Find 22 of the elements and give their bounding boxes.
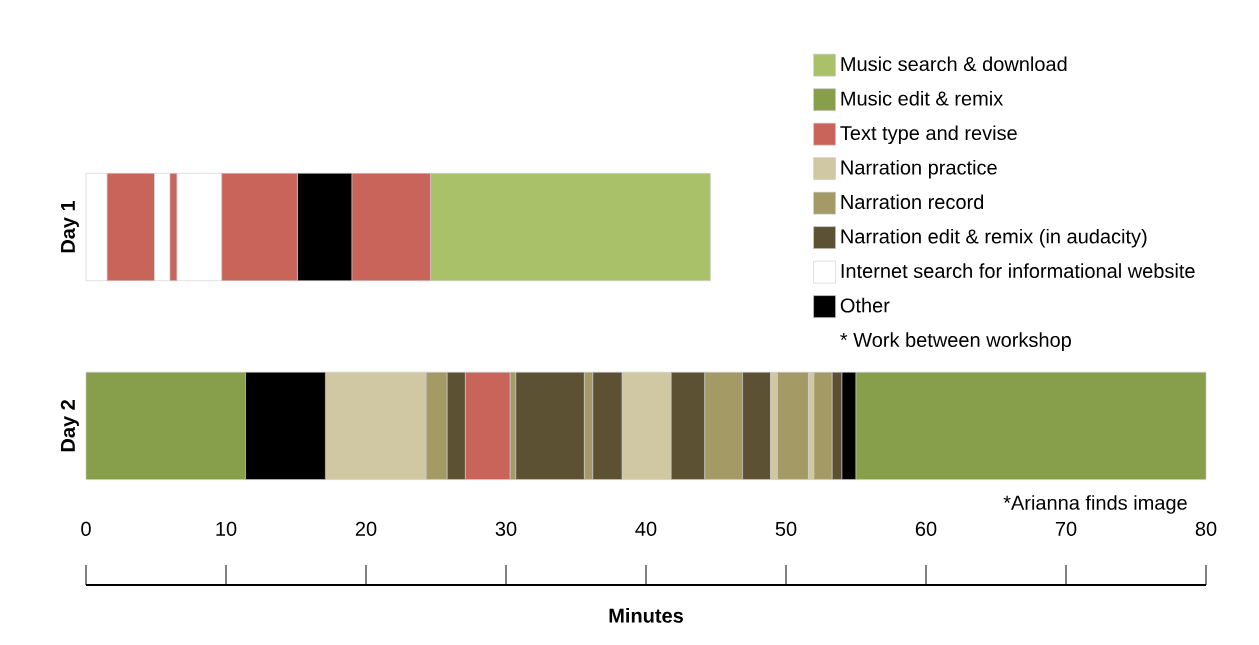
legend-label: Text type and revise <box>840 125 1017 145</box>
legend-label: Narration edit & remix (in audacity) <box>841 228 1147 248</box>
x-tick-label: 60 <box>915 521 937 536</box>
legend-label: Music search & download <box>841 56 1067 72</box>
x-tick-label: 0 <box>81 521 91 536</box>
legend-label: Internet search for informational website <box>841 263 1195 279</box>
x-tick-label: 10 <box>216 521 237 536</box>
x-tick-label: 30 <box>495 521 517 536</box>
x-axis-title: Minutes <box>609 608 683 623</box>
x-tick-label: 80 <box>1195 521 1217 536</box>
legend-label: Narration record <box>841 194 984 210</box>
annotation: * Work between workshop <box>840 332 1071 351</box>
legend-label: Narration practice <box>841 159 997 179</box>
legend-label: Music edit & remix <box>841 90 1003 106</box>
annotation: *Arianna finds image <box>1003 495 1187 514</box>
x-tick-label: 20 <box>355 521 377 536</box>
y-tick-label: Day 1 <box>61 200 79 253</box>
x-tick-label: 70 <box>1055 521 1077 536</box>
x-tick-label: 40 <box>635 521 657 536</box>
y-tick-label: Day 2 <box>60 400 79 452</box>
x-tick-label: 50 <box>775 521 797 536</box>
legend-label: Other <box>840 297 890 313</box>
